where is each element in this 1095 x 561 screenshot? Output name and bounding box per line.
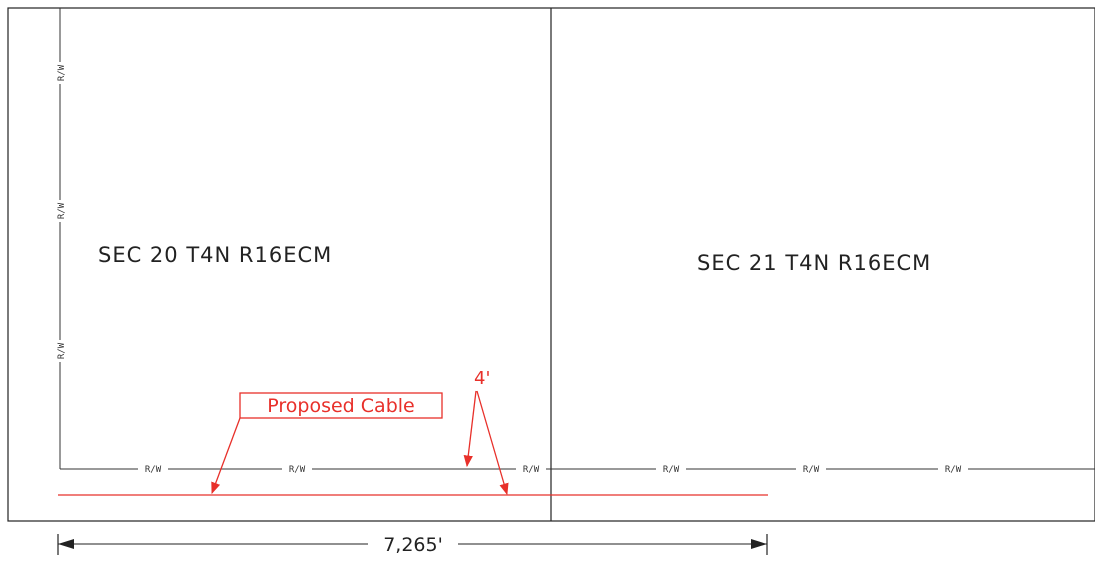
section-21-label: SEC 21 T4N R16ECM [697, 251, 931, 275]
proposed-cable-leader-arrow [211, 417, 241, 495]
rw-label-horizontal-4: R/W [663, 465, 680, 475]
proposed-cable-label-box [239, 392, 443, 419]
dimension-arrowhead-right [751, 539, 767, 549]
rw-label-horizontal-2: R/W [289, 465, 306, 475]
rw-label-horizontal-6: R/W [945, 465, 962, 475]
offset-arrow-to-cable [476, 390, 509, 496]
offset-label: 4' [474, 368, 490, 389]
dimension-arrowhead-left [58, 539, 74, 549]
rw-label-vertical-2: R/W [57, 202, 67, 219]
rw-label-vertical-3: R/W [57, 342, 67, 359]
rw-label-horizontal-3: R/W [523, 465, 540, 475]
rw-label-horizontal-1: R/W [145, 465, 162, 475]
offset-arrow-to-rw [463, 390, 477, 468]
dimension-line [57, 534, 768, 555]
proposed-cable-label: Proposed Cable [267, 395, 414, 417]
rw-label-horizontal-5: R/W [803, 465, 820, 475]
rw-label-vertical-1: R/W [57, 64, 67, 81]
dimension-length-label: 7,265' [383, 534, 443, 556]
section-20-label: SEC 20 T4N R16ECM [98, 243, 332, 267]
